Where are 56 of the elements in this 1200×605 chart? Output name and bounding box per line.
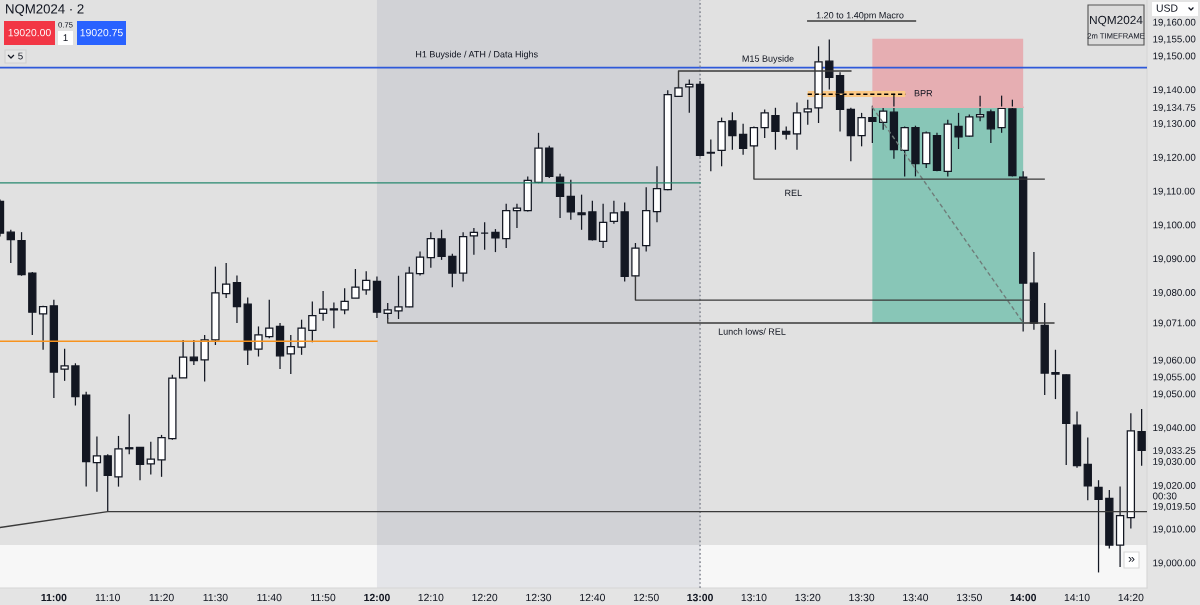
y-tick-label: 19,060.00 [1153,356,1196,365]
x-tick-label: 12:50 [633,593,659,602]
y-tick-label: 19,055.00 [1153,373,1196,382]
annotation: 19020.00 [8,28,51,37]
x-tick-label: 11:20 [149,593,174,602]
x-tick-label: 11:40 [257,593,282,602]
annotation: H1 Buyside / ATH / Data Highs [416,50,538,60]
annotation: NQM2024 [1090,15,1143,27]
x-tick-label: 12:00 [364,593,390,602]
x-tick-label: 12:30 [526,593,552,602]
x-tick-label: 12:40 [580,593,605,602]
x-tick-label: 13:30 [849,593,875,602]
annotation: » [1128,556,1135,562]
y-tick-label: 19,050.00 [1153,390,1196,399]
y-tick-label: 19,100.00 [1153,221,1196,230]
x-tick-label: 13:00 [687,593,713,602]
chart-title: NQM2024 · 2 [6,4,84,16]
y-tick-label: 19,140.00 [1153,86,1196,95]
y-tick-label: 19,110.00 [1153,187,1195,196]
y-tick-label: 19,040.00 [1153,424,1196,433]
x-tick-label: 11:10 [95,593,120,602]
y-tick-label: 19,010.00 [1153,525,1196,534]
y-tick-label: 19,030.00 [1153,458,1196,467]
annotation: 1.20 to 1.40pm Macro [816,12,904,21]
annotation: 1 [63,34,68,42]
x-tick-label: 12:20 [472,593,498,602]
y-tick-label: 19,071.00 [1153,319,1196,328]
annotation: 19020.75 [80,28,123,37]
x-tick-label: 11:50 [311,593,336,602]
x-tick-label: 14:10 [1064,593,1090,602]
annotation: Lunch lows/ REL [718,328,786,335]
x-tick-label: 12:10 [418,593,444,602]
annotation: 5 [18,52,23,60]
x-tick-label: 13:20 [795,593,821,602]
y-tick-label: 19,090.00 [1153,255,1196,264]
x-tick-label: 13:40 [903,593,929,602]
y-tick-label: 19,155.00 [1153,35,1196,44]
y-tick-label: 19,134.75 [1153,104,1196,113]
text: USD [1156,4,1178,12]
y-tick-label: 19,033.25 [1153,447,1196,456]
x-tick-label: 14:20 [1118,593,1144,602]
y-tick-label: 19,080.00 [1153,289,1196,298]
x-tick-label: 13:10 [741,593,767,602]
y-tick-label: 19,000.00 [1153,559,1196,568]
y-tick-label: 19,020.00 00:30 19,019.50 [1152,482,1196,512]
annotation: M15 Buyside [742,55,794,64]
annotation: REL [785,189,802,197]
x-tick-label: 11:00 [41,593,67,602]
x-tick-label: 13:50 [957,593,982,602]
y-tick-label: 19,120.00 [1153,153,1196,162]
annotation: BPR [914,90,933,97]
x-tick-label: 14:00 [1010,593,1037,602]
y-tick-label: 19,160.00 [1153,18,1196,27]
y-tick-label: 19,150.00 [1153,52,1196,61]
x-tick-label: 11:30 [203,593,228,602]
y-tick-label: 19,130.00 [1153,120,1196,129]
